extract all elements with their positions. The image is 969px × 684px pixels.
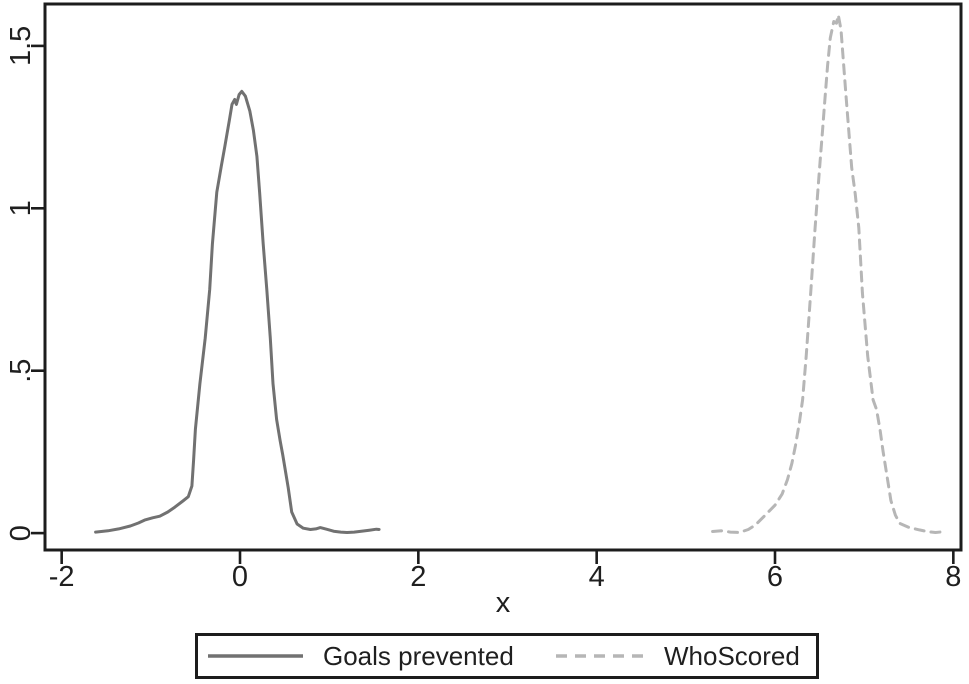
x-tick-label: 6	[767, 561, 783, 593]
x-tick-label: -2	[49, 561, 75, 593]
x-axis-title: x	[496, 587, 511, 619]
y-tick-label: .5	[5, 359, 37, 383]
density-curve-whoscored	[711, 13, 945, 534]
x-tick-label: 0	[232, 561, 248, 593]
legend-swatch-dashed-line	[556, 636, 651, 676]
legend-swatch-solid-line	[208, 636, 303, 676]
density-curve-goals-prevented	[94, 89, 381, 534]
legend-label-goals-prevented: Goals prevented	[323, 640, 514, 671]
x-tick-label: 2	[410, 561, 426, 593]
plot-frame	[43, 2, 963, 552]
x-tick-label: 8	[945, 561, 961, 593]
legend-label-whoscored: WhoScored	[664, 640, 800, 671]
x-tick-label: 4	[589, 561, 605, 593]
y-tick-label: 1	[5, 200, 37, 216]
y-tick-label: 1.5	[5, 26, 37, 66]
y-tick-label: 0	[5, 525, 37, 541]
legend: Goals prevented WhoScored	[195, 633, 819, 679]
